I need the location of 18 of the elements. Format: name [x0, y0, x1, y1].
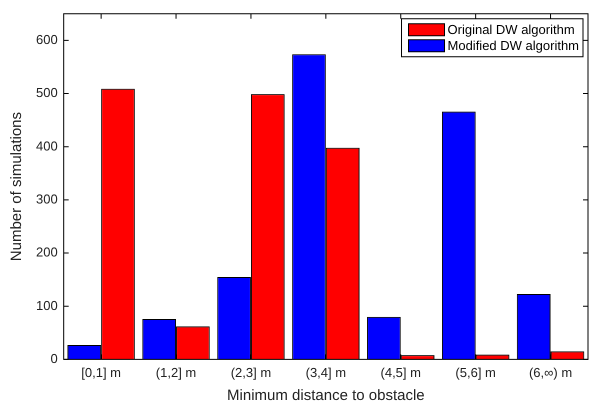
y-axis-title: Number of simulations: [8, 112, 26, 262]
y-tick-label: 0: [50, 350, 58, 366]
x-tick-label: (4,5] m: [380, 364, 421, 380]
y-tick-label: 300: [36, 191, 58, 206]
y-tick-label: 500: [36, 85, 58, 100]
x-tick-label: (1,2] m: [156, 364, 196, 380]
x-tick-label: (5,6] m: [455, 364, 496, 380]
y-tick-label: 400: [36, 138, 58, 154]
legend-label: Original DW algorithm: [448, 22, 575, 37]
x-tick-label: [0,1] m: [81, 364, 122, 380]
y-tick-label: 200: [36, 244, 58, 260]
x-tick-label: (2,3] m: [230, 364, 272, 380]
x-tick-label: (3,4] m: [306, 364, 346, 380]
legend-label: Modified DW algorithm: [448, 38, 580, 53]
x-tick-label: (6,∞) m: [528, 364, 572, 380]
y-tick-label: 600: [36, 32, 58, 47]
x-axis-title: Minimum distance to obstacle: [227, 387, 425, 404]
y-tick-label: 100: [36, 298, 58, 313]
